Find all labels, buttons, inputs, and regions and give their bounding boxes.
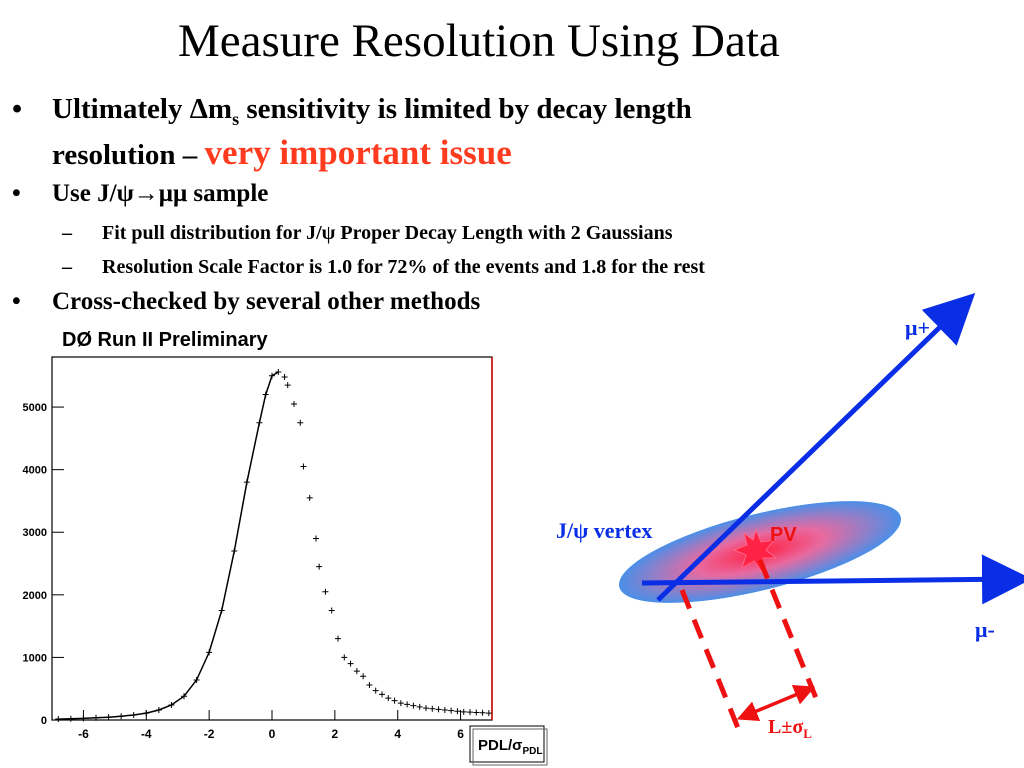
xlabel-box-shadow — [472, 728, 548, 766]
data-point — [460, 708, 467, 715]
x-tick-label: 6 — [457, 727, 464, 741]
x-tick-label: 2 — [332, 727, 339, 741]
data-point — [306, 494, 313, 501]
axis-ticks: -6 -4 -2 0 2 4 6 0 1000 2000 3000 4000 5000 — [23, 402, 465, 741]
data-point — [284, 382, 291, 389]
data-point — [441, 706, 448, 713]
data-point — [313, 535, 319, 542]
data-point — [423, 705, 429, 712]
pv-label: PV — [770, 524, 797, 546]
y-tick-label: 2000 — [23, 590, 47, 602]
length-label: L±σL — [768, 716, 812, 741]
xlabel-box — [469, 725, 545, 763]
data-point — [448, 707, 455, 714]
data-point — [391, 697, 398, 704]
y-tick-label: 5000 — [23, 402, 47, 414]
data-point — [360, 673, 367, 680]
data-point — [297, 419, 304, 426]
y-tick-label: 0 — [41, 715, 47, 727]
x-tick-label: -2 — [204, 727, 215, 741]
data-point — [366, 681, 373, 688]
data-point — [300, 463, 307, 470]
data-point — [347, 660, 354, 667]
data-point — [473, 709, 480, 716]
slide-title: Measure Resolution Using Data — [178, 15, 780, 67]
data-point — [335, 635, 341, 642]
data-point — [410, 702, 417, 709]
data-point — [467, 709, 473, 716]
mu-plus-label: μ+ — [905, 315, 930, 340]
data-point — [397, 700, 404, 707]
plot-frame — [51, 356, 493, 721]
data-point — [416, 703, 423, 710]
data-point — [372, 687, 379, 694]
y-tick-label: 3000 — [23, 527, 47, 539]
data-point — [328, 607, 335, 614]
pull-distribution-plot: -6 -4 -2 0 2 4 6 0 1000 2000 3000 4000 5000 — [23, 356, 493, 741]
data-point — [353, 668, 360, 675]
subbullet-scale: – Resolution Scale Factor is 1.0 for 72% … — [62, 256, 705, 278]
data-point — [454, 708, 461, 715]
length-arrow — [736, 685, 816, 721]
jpsi-vertex-label: J/ψ vertex — [556, 518, 652, 543]
x-tick-label: -4 — [141, 727, 152, 741]
data-point — [322, 588, 329, 595]
x-tick-label: -6 — [78, 727, 89, 741]
y-tick-label: 4000 — [23, 465, 47, 477]
mu-minus-track — [641, 554, 1024, 605]
mu-plus-track — [656, 293, 976, 602]
data-point — [281, 374, 288, 381]
bullet-crosscheck: • Cross-checked by several other methods — [12, 288, 481, 315]
fit-curve — [58, 371, 279, 720]
bullet-dms: • Ultimately Δms sensitivity is limited b… — [12, 93, 692, 172]
data-point — [485, 710, 492, 717]
data-point — [291, 400, 297, 407]
data-point — [341, 654, 348, 661]
data-point — [404, 701, 411, 708]
dashed-line-right — [757, 559, 821, 704]
highlight-text: very important issue — [204, 132, 512, 172]
data-point — [385, 695, 392, 702]
y-tick-label: 1000 — [23, 652, 47, 664]
data-point — [479, 709, 486, 716]
decay-diagram: μ+ μ- J/ψ vertex PV L±σL — [556, 293, 1024, 741]
data-point — [316, 563, 323, 570]
subbullet-fit: – Fit pull distribution for J/ψ Proper De… — [62, 222, 673, 244]
dashed-line-left — [679, 589, 743, 734]
plot-label: DØ Run II Preliminary — [62, 329, 268, 351]
bullet-jpsi: • Use J/ψ→μμ sample — [12, 180, 269, 207]
pv-star-icon — [732, 528, 778, 574]
mu-minus-label: μ- — [975, 617, 995, 642]
data-point — [435, 706, 442, 713]
data-point — [379, 691, 385, 698]
x-tick-label: 4 — [394, 727, 401, 741]
x-tick-label: 0 — [269, 727, 276, 741]
data-point — [429, 705, 436, 712]
